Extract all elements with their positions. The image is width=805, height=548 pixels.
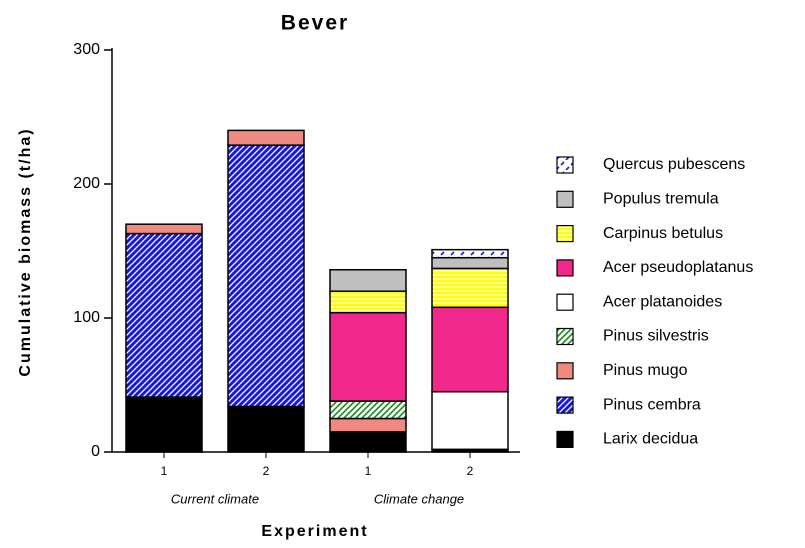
bar-segment — [431, 267, 509, 309]
bar-segment — [431, 306, 509, 393]
bar-segment — [431, 256, 509, 270]
y-tick-label: 300 — [73, 41, 100, 58]
legend-swatch — [556, 327, 574, 346]
legend-label: Carpinus betulus — [603, 225, 723, 242]
legend-label: Pinus cembra — [603, 396, 701, 413]
legend-swatch — [556, 225, 574, 243]
legend-label: Acer pseudoplatanus — [603, 259, 753, 276]
bar-segment — [431, 248, 509, 259]
legend-label: Pinus silvestris — [603, 328, 709, 345]
x-tick-label: 2 — [263, 464, 270, 478]
legend-swatch — [556, 293, 574, 311]
x-tick-label: 2 — [467, 464, 474, 478]
legend-swatch — [556, 430, 574, 448]
y-tick-label: 0 — [91, 443, 100, 460]
legend-swatch — [556, 396, 574, 414]
y-tick-label: 100 — [73, 309, 100, 326]
group-label: Current climate — [171, 491, 259, 506]
bar-segment — [329, 290, 407, 314]
y-axis-title: Cumulative biomass (t/ha) — [17, 127, 34, 376]
bar-segment — [227, 144, 305, 408]
legend-label: Acer platanoides — [603, 293, 722, 310]
x-tick-label: 1 — [365, 464, 372, 478]
legend-swatch — [556, 259, 574, 277]
bar-segment — [431, 390, 509, 451]
group-label: Climate change — [374, 491, 464, 506]
bar-segment — [227, 405, 305, 453]
x-axis-title: Experiment — [261, 523, 368, 540]
bar-segment — [125, 232, 203, 398]
bar-segment — [329, 311, 407, 402]
legend-label: Populus tremula — [603, 191, 719, 208]
legend-label: Larix decidua — [603, 431, 698, 448]
legend-label: Pinus mugo — [603, 362, 688, 379]
bar-segment — [329, 269, 407, 292]
bar-segment — [125, 223, 203, 235]
legend-swatch — [556, 190, 574, 208]
bar-segment — [125, 396, 203, 453]
legend-label: Quercus pubescens — [603, 156, 745, 173]
chart-title: Bever — [281, 12, 349, 35]
legend-swatch — [556, 156, 574, 174]
bar-segment — [329, 400, 407, 420]
x-tick-label: 1 — [161, 464, 168, 478]
bar-segment — [329, 417, 407, 433]
bar-segment — [329, 431, 407, 453]
y-tick-label: 200 — [73, 175, 100, 192]
legend-swatch — [556, 362, 574, 380]
bar-segment — [227, 129, 305, 146]
